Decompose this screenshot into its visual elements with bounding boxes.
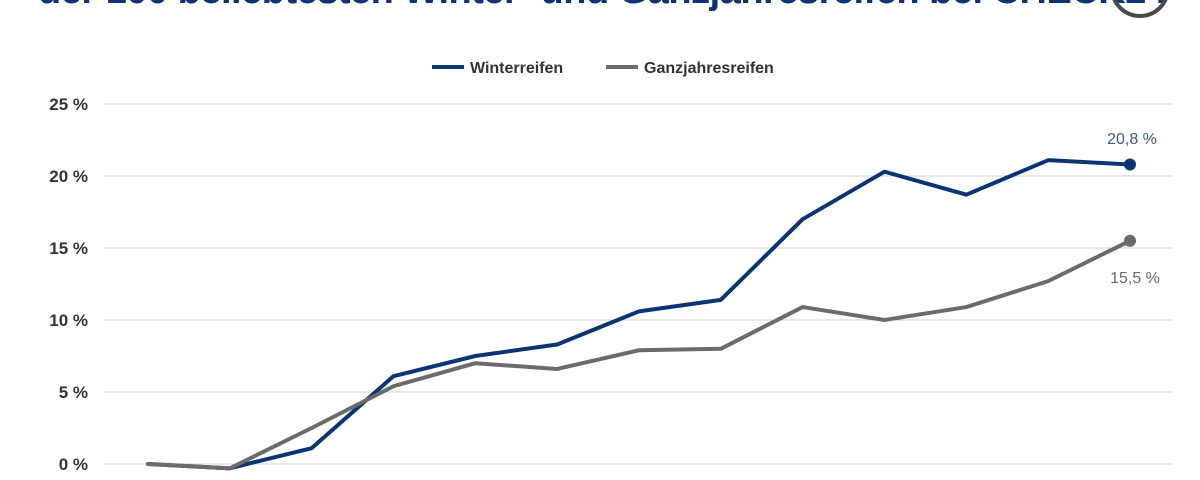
gridlines <box>105 103 1172 465</box>
end-labels: 20,8 % 15,5 % <box>1107 131 1160 287</box>
series-line-winterreifen <box>146 158 1132 471</box>
y-tick-label: 0 % <box>59 455 88 474</box>
y-tick-label: 10 % <box>49 311 88 330</box>
series-line-ganzjahresreifen <box>146 238 1132 471</box>
y-tick-label: 25 % <box>49 95 88 114</box>
y-axis-ticks: 0 % 5 % 10 % 15 % 20 % 25 % <box>49 95 88 474</box>
legend-label-ganzjahresreifen: Ganzjahresreifen <box>644 60 774 77</box>
y-tick-label: 20 % <box>49 167 88 186</box>
end-point-ganzjahresreifen <box>1124 234 1136 247</box>
end-label-winterreifen: 20,8 % <box>1107 131 1157 148</box>
end-label-ganzjahresreifen: 15,5 % <box>1110 270 1160 287</box>
legend: Winterreifen Ganzjahresreifen <box>432 60 774 77</box>
legend-label-winterreifen: Winterreifen <box>470 60 563 77</box>
chart-title: der 100 beliebtesten Winter- und Ganzjah… <box>38 0 1167 13</box>
y-tick-label: 5 % <box>59 383 88 402</box>
end-point-winterreifen <box>1124 158 1136 171</box>
y-tick-label: 15 % <box>49 239 88 258</box>
series <box>146 158 1136 471</box>
